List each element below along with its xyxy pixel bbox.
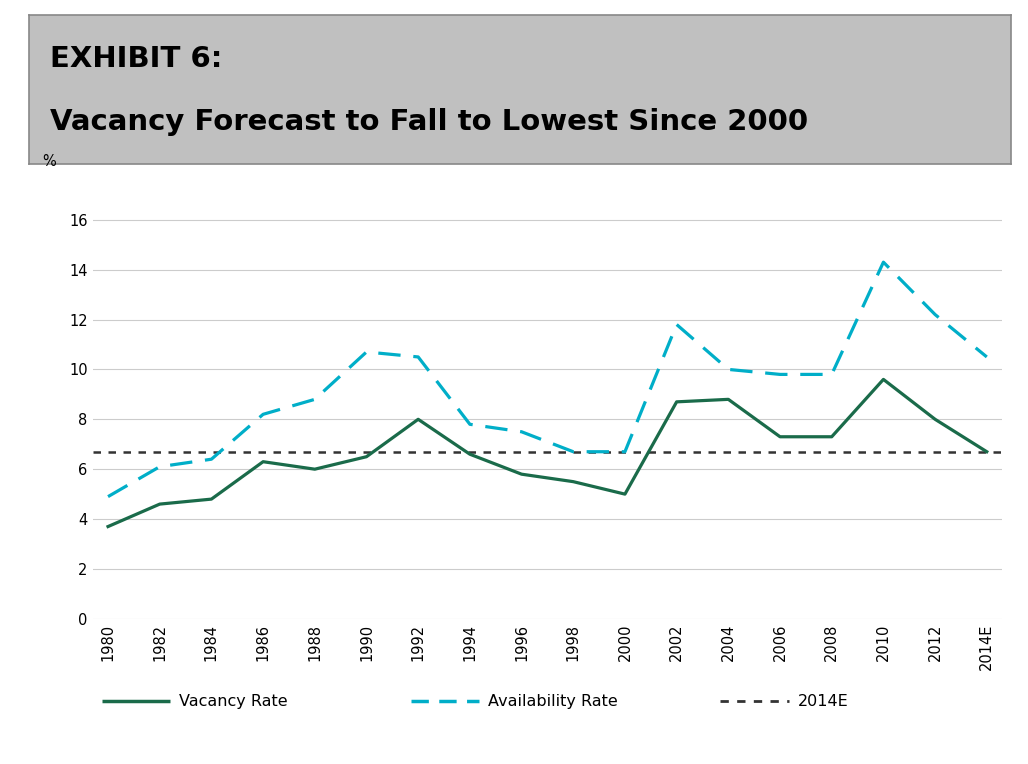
Text: Vacancy Rate: Vacancy Rate (179, 694, 288, 709)
Text: %: % (42, 154, 57, 170)
Text: Availability Rate: Availability Rate (488, 694, 618, 709)
Text: EXHIBIT 6:: EXHIBIT 6: (50, 45, 223, 73)
Text: Vacancy Forecast to Fall to Lowest Since 2000: Vacancy Forecast to Fall to Lowest Since… (50, 108, 808, 136)
Text: 2014E: 2014E (798, 694, 848, 709)
